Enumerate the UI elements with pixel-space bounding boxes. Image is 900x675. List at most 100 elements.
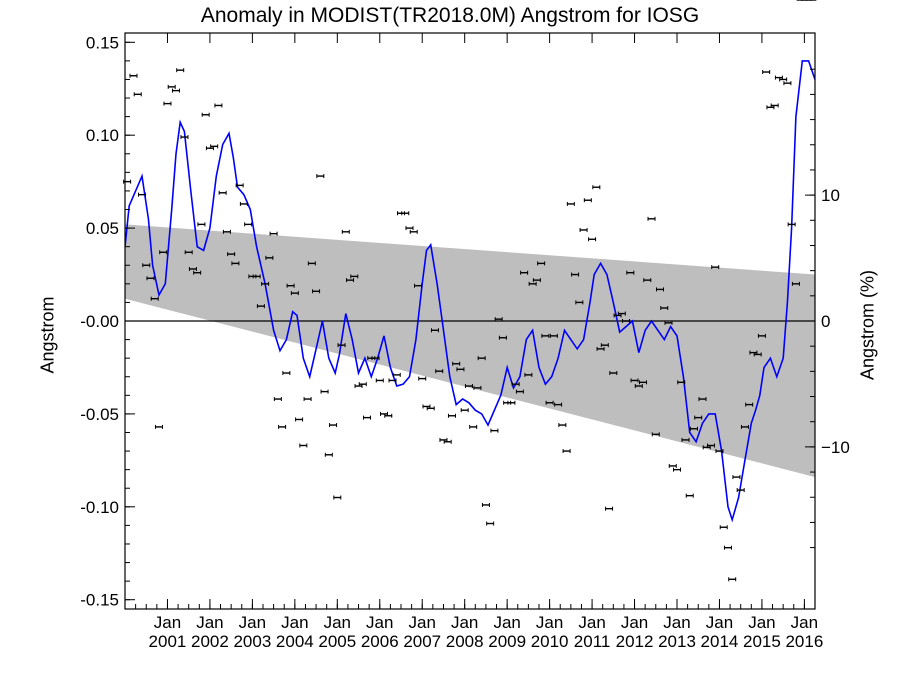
data-point [609, 371, 618, 376]
x-tick-label-month: Jan [154, 613, 181, 632]
data-point [469, 424, 478, 429]
x-tick-label-year: 2006 [361, 632, 399, 651]
data-point [244, 222, 253, 227]
data-point [600, 343, 609, 348]
data-point [133, 92, 142, 97]
data-point [435, 369, 444, 374]
data-point [511, 382, 520, 387]
data-point [753, 352, 762, 357]
data-point [456, 367, 465, 372]
chart-title: Anomaly in MODIST(TR2018.0M) Angstrom fo… [200, 4, 700, 27]
data-point [481, 502, 490, 507]
data-point [256, 304, 265, 309]
data-point [282, 371, 291, 376]
data-point [239, 201, 248, 206]
data-point [413, 283, 422, 288]
data-point [227, 252, 236, 257]
data-point [541, 333, 550, 338]
data-point [673, 467, 681, 472]
data-point [188, 266, 197, 271]
x-tick-label-year: 2008 [446, 632, 484, 651]
data-point [418, 376, 427, 381]
data-point [639, 380, 648, 385]
data-point [706, 443, 715, 448]
data-point [715, 449, 724, 454]
data-point [290, 291, 299, 296]
x-tick-label-month: Jan [621, 613, 648, 632]
data-point [218, 190, 227, 195]
data-point [184, 250, 193, 255]
data-point [329, 423, 338, 428]
y-tick-label-left: -0.10 [80, 498, 119, 517]
data-point [163, 101, 172, 106]
data-point [558, 423, 567, 428]
y-tick-label-left: -0.05 [80, 405, 119, 424]
data-point [732, 475, 741, 480]
x-tick-label-year: 2003 [233, 632, 271, 651]
data-point [537, 261, 546, 266]
x-tick-label-year: 2005 [318, 632, 356, 651]
x-tick-label-year: 2009 [488, 632, 526, 651]
data-point [605, 506, 614, 511]
data-point [316, 174, 325, 179]
data-point [477, 356, 486, 361]
data-point [745, 402, 754, 407]
data-point [579, 227, 588, 232]
data-point [685, 493, 694, 498]
data-point [201, 112, 210, 117]
x-tick-label-year: 2010 [531, 632, 569, 651]
data-point [273, 397, 282, 402]
data-point [583, 198, 592, 203]
data-points-layer [123, 0, 817, 582]
data-point [269, 231, 278, 236]
y-tick-label-right: 0 [821, 312, 830, 331]
data-point [150, 296, 159, 301]
data-point [159, 250, 168, 255]
data-point [405, 226, 414, 231]
data-point [286, 283, 295, 288]
data-point [312, 289, 321, 294]
data-point [235, 183, 244, 188]
data-point [167, 84, 176, 89]
data-point [388, 378, 397, 383]
data-point [443, 439, 452, 444]
data-point [762, 70, 771, 75]
x-tick-label-year: 2001 [149, 632, 187, 651]
data-point [736, 488, 745, 493]
data-point [515, 389, 524, 394]
data-point [660, 305, 669, 310]
confidence-band [125, 224, 815, 478]
x-tick-label-year: 2016 [785, 632, 823, 651]
data-point [728, 577, 737, 582]
x-tick-label-year: 2011 [574, 632, 611, 651]
data-point [689, 426, 698, 431]
data-point [787, 222, 796, 227]
data-point [524, 372, 533, 377]
data-point [566, 201, 575, 206]
x-tick-label-month: Jan [366, 613, 393, 632]
x-tick-label-month: Jan [663, 613, 690, 632]
data-point [154, 424, 163, 429]
data-point [779, 77, 788, 82]
data-point [740, 424, 749, 429]
data-point [571, 272, 580, 277]
y-tick-label-left: 0.15 [86, 33, 119, 52]
x-tick-label-month: Jan [578, 613, 605, 632]
x-tick-label-month: Jan [451, 613, 478, 632]
data-point [507, 400, 516, 405]
x-tick-label-month: Jan [493, 613, 520, 632]
data-point [630, 378, 639, 383]
y-tick-label-right: −10 [821, 438, 850, 457]
data-point [622, 319, 631, 323]
data-point [490, 428, 499, 433]
smoothed-series-line [125, 60, 815, 523]
x-tick-label-year: 2002 [191, 632, 229, 651]
data-point [371, 356, 380, 361]
data-point [656, 287, 665, 292]
y-tick-label-left: 0.10 [86, 126, 119, 145]
data-point [791, 281, 800, 286]
data-point [647, 216, 656, 221]
data-point [498, 335, 507, 340]
data-point [596, 346, 605, 351]
